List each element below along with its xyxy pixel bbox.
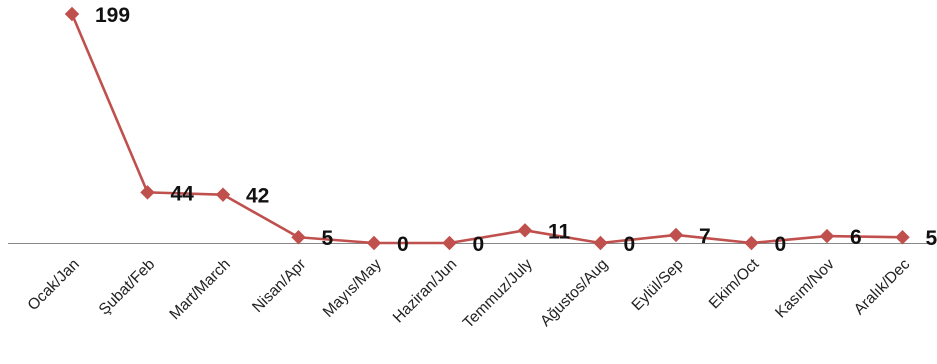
data-label: 42	[246, 185, 269, 208]
x-tick-label: Haziran/Jun	[390, 256, 461, 327]
x-tick-label: Ocak/Jan	[25, 256, 83, 314]
data-label: 11	[548, 220, 571, 243]
data-label: 44	[171, 182, 195, 205]
x-tick-label: Eylül/Sep	[629, 256, 687, 314]
data-label: 0	[397, 233, 409, 256]
data-point-marker	[215, 187, 231, 202]
x-tick-label: Kasım/Nov	[772, 256, 838, 322]
x-tick-label: Aralık/Dec	[851, 256, 914, 319]
data-point-marker	[442, 235, 457, 251]
series-line	[70, 13, 903, 245]
x-tick-label: Mayıs/May	[320, 256, 385, 321]
data-label: 0	[473, 233, 485, 256]
x-tick-label: Şubat/Feb	[96, 256, 159, 319]
data-label: 7	[699, 225, 711, 248]
data-point-marker	[895, 230, 910, 245]
data-point-marker	[140, 185, 155, 200]
data-point-marker	[291, 230, 306, 245]
data-label: 5	[926, 227, 937, 250]
data-point-marker	[744, 235, 759, 251]
data-point-marker	[668, 227, 684, 243]
data-point-marker	[366, 235, 382, 251]
data-label: 5	[322, 227, 334, 250]
data-label-layer: 199 44 42 5 0 0 11 0 7 0 6 5	[95, 4, 937, 256]
data-point-marker	[593, 235, 608, 251]
data-point-marker	[819, 228, 835, 244]
data-point-marker	[64, 6, 80, 22]
data-label: 199	[95, 4, 130, 27]
x-tick-label: Ağustos/Aug	[537, 256, 611, 330]
x-tick-label: Nisan/Apr	[249, 256, 309, 316]
x-tick-layer: Ocak/Jan Şubat/Feb Mart/March Nisan/Apr Mayı…	[25, 255, 914, 331]
x-tick-label: Mart/March	[166, 256, 233, 323]
data-label: 0	[624, 233, 636, 256]
data-label: 6	[850, 226, 862, 249]
x-tick-label: Temmuz/July	[460, 256, 536, 332]
series-layer	[64, 6, 910, 251]
data-label: 0	[775, 233, 787, 256]
data-point-marker	[517, 223, 533, 238]
x-tick-label: Ekim/Oct	[706, 255, 763, 312]
